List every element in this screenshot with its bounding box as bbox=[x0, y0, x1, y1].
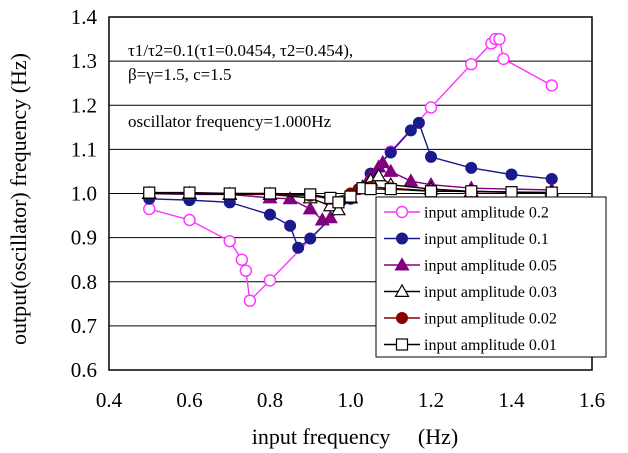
data-point bbox=[223, 187, 236, 200]
data-point bbox=[404, 124, 417, 137]
data-point bbox=[364, 182, 377, 196]
y-tick-label: 1.3 bbox=[71, 49, 97, 73]
data-point bbox=[304, 188, 317, 201]
legend-marker bbox=[394, 257, 410, 271]
data-point bbox=[223, 234, 236, 248]
annotation-line-1: τ1/τ2=0.1(τ1=0.0454, τ2=0.454), bbox=[128, 41, 353, 60]
legend-label: input amplitude 0.2 bbox=[424, 205, 549, 222]
legend-label: input amplitude 0.03 bbox=[424, 284, 557, 301]
data-point bbox=[143, 202, 156, 216]
y-tick-label: 1.1 bbox=[71, 137, 97, 161]
legend-marker bbox=[395, 338, 409, 351]
x-tick-label: 1.6 bbox=[579, 388, 605, 412]
data-point bbox=[263, 187, 277, 200]
data-point bbox=[263, 274, 277, 287]
data-point bbox=[292, 241, 305, 254]
data-point bbox=[424, 185, 438, 198]
legend-label: input amplitude 0.02 bbox=[424, 311, 557, 328]
data-point bbox=[143, 186, 156, 199]
y-tick-label: 0.8 bbox=[71, 270, 97, 294]
y-tick-label: 0.6 bbox=[71, 358, 97, 382]
legend-marker bbox=[396, 232, 408, 245]
data-point bbox=[493, 32, 506, 46]
y-tick-label: 1.4 bbox=[71, 5, 98, 29]
data-point bbox=[264, 208, 276, 221]
data-point bbox=[545, 186, 558, 199]
y-tick-label: 1.2 bbox=[71, 93, 97, 117]
plot-area bbox=[108, 16, 593, 371]
series-group bbox=[141, 32, 560, 307]
data-point bbox=[282, 191, 298, 205]
x-tick-label: 0.8 bbox=[257, 388, 283, 412]
series-6 bbox=[143, 182, 558, 209]
data-point bbox=[239, 264, 253, 277]
legend-label: input amplitude 0.01 bbox=[424, 337, 557, 354]
data-point bbox=[403, 173, 419, 187]
data-point bbox=[497, 52, 510, 66]
annotation-line-3: oscillator frequency=1.000Hz bbox=[128, 112, 332, 131]
legend-label: input amplitude 0.1 bbox=[424, 231, 549, 248]
data-point bbox=[505, 168, 518, 181]
data-point bbox=[302, 201, 318, 215]
data-point bbox=[505, 186, 518, 199]
x-tick-label: 1.2 bbox=[418, 388, 444, 412]
data-point bbox=[412, 116, 425, 129]
x-tick-label: 1.4 bbox=[498, 388, 525, 412]
x-tick-label: 0.6 bbox=[176, 388, 202, 412]
y-tick-label: 0.9 bbox=[71, 226, 97, 250]
legend-label: input amplitude 0.05 bbox=[424, 258, 557, 275]
data-point bbox=[183, 186, 196, 199]
data-point bbox=[375, 154, 391, 169]
data-point bbox=[183, 213, 196, 227]
data-point bbox=[284, 219, 297, 232]
data-point bbox=[465, 161, 478, 174]
data-point bbox=[384, 182, 397, 196]
data-point bbox=[304, 232, 317, 245]
y-tick-label: 1.0 bbox=[71, 182, 97, 206]
x-tick-label: 0.4 bbox=[96, 388, 123, 412]
data-point bbox=[243, 294, 257, 307]
x-tick-label: 1.0 bbox=[337, 388, 363, 412]
data-point bbox=[330, 202, 346, 216]
data-point bbox=[344, 190, 357, 203]
y-axis-label: output(oscillator) frequency (Hz) bbox=[6, 53, 31, 345]
data-point bbox=[371, 168, 387, 182]
y-tick-labels: 0.6 0.7 0.8 0.9 1.0 1.1 1.2 1.3 1.4 bbox=[71, 5, 98, 382]
data-point bbox=[235, 253, 249, 266]
legend-marker bbox=[396, 312, 408, 324]
data-point bbox=[545, 79, 558, 92]
legend-box bbox=[375, 196, 607, 358]
data-point bbox=[465, 58, 478, 71]
x-axis-label: input frequency (Hz) bbox=[252, 424, 458, 449]
annotation-line-2: β=γ=1.5, c=1.5 bbox=[128, 65, 231, 84]
data-point bbox=[384, 146, 397, 159]
y-tick-label: 0.7 bbox=[71, 314, 97, 338]
x-tick-labels: 0.4 0.6 0.8 1.0 1.2 1.4 1.6 bbox=[96, 388, 605, 412]
legend-marker bbox=[395, 205, 409, 219]
data-point bbox=[465, 185, 478, 198]
data-point bbox=[425, 150, 437, 163]
data-point bbox=[332, 196, 345, 209]
data-point bbox=[322, 210, 338, 224]
data-point bbox=[383, 163, 399, 177]
legend: input amplitude 0.2 input amplitude 0.1 in… bbox=[375, 196, 607, 358]
data-point bbox=[424, 101, 438, 114]
legend-marker bbox=[394, 283, 410, 297]
